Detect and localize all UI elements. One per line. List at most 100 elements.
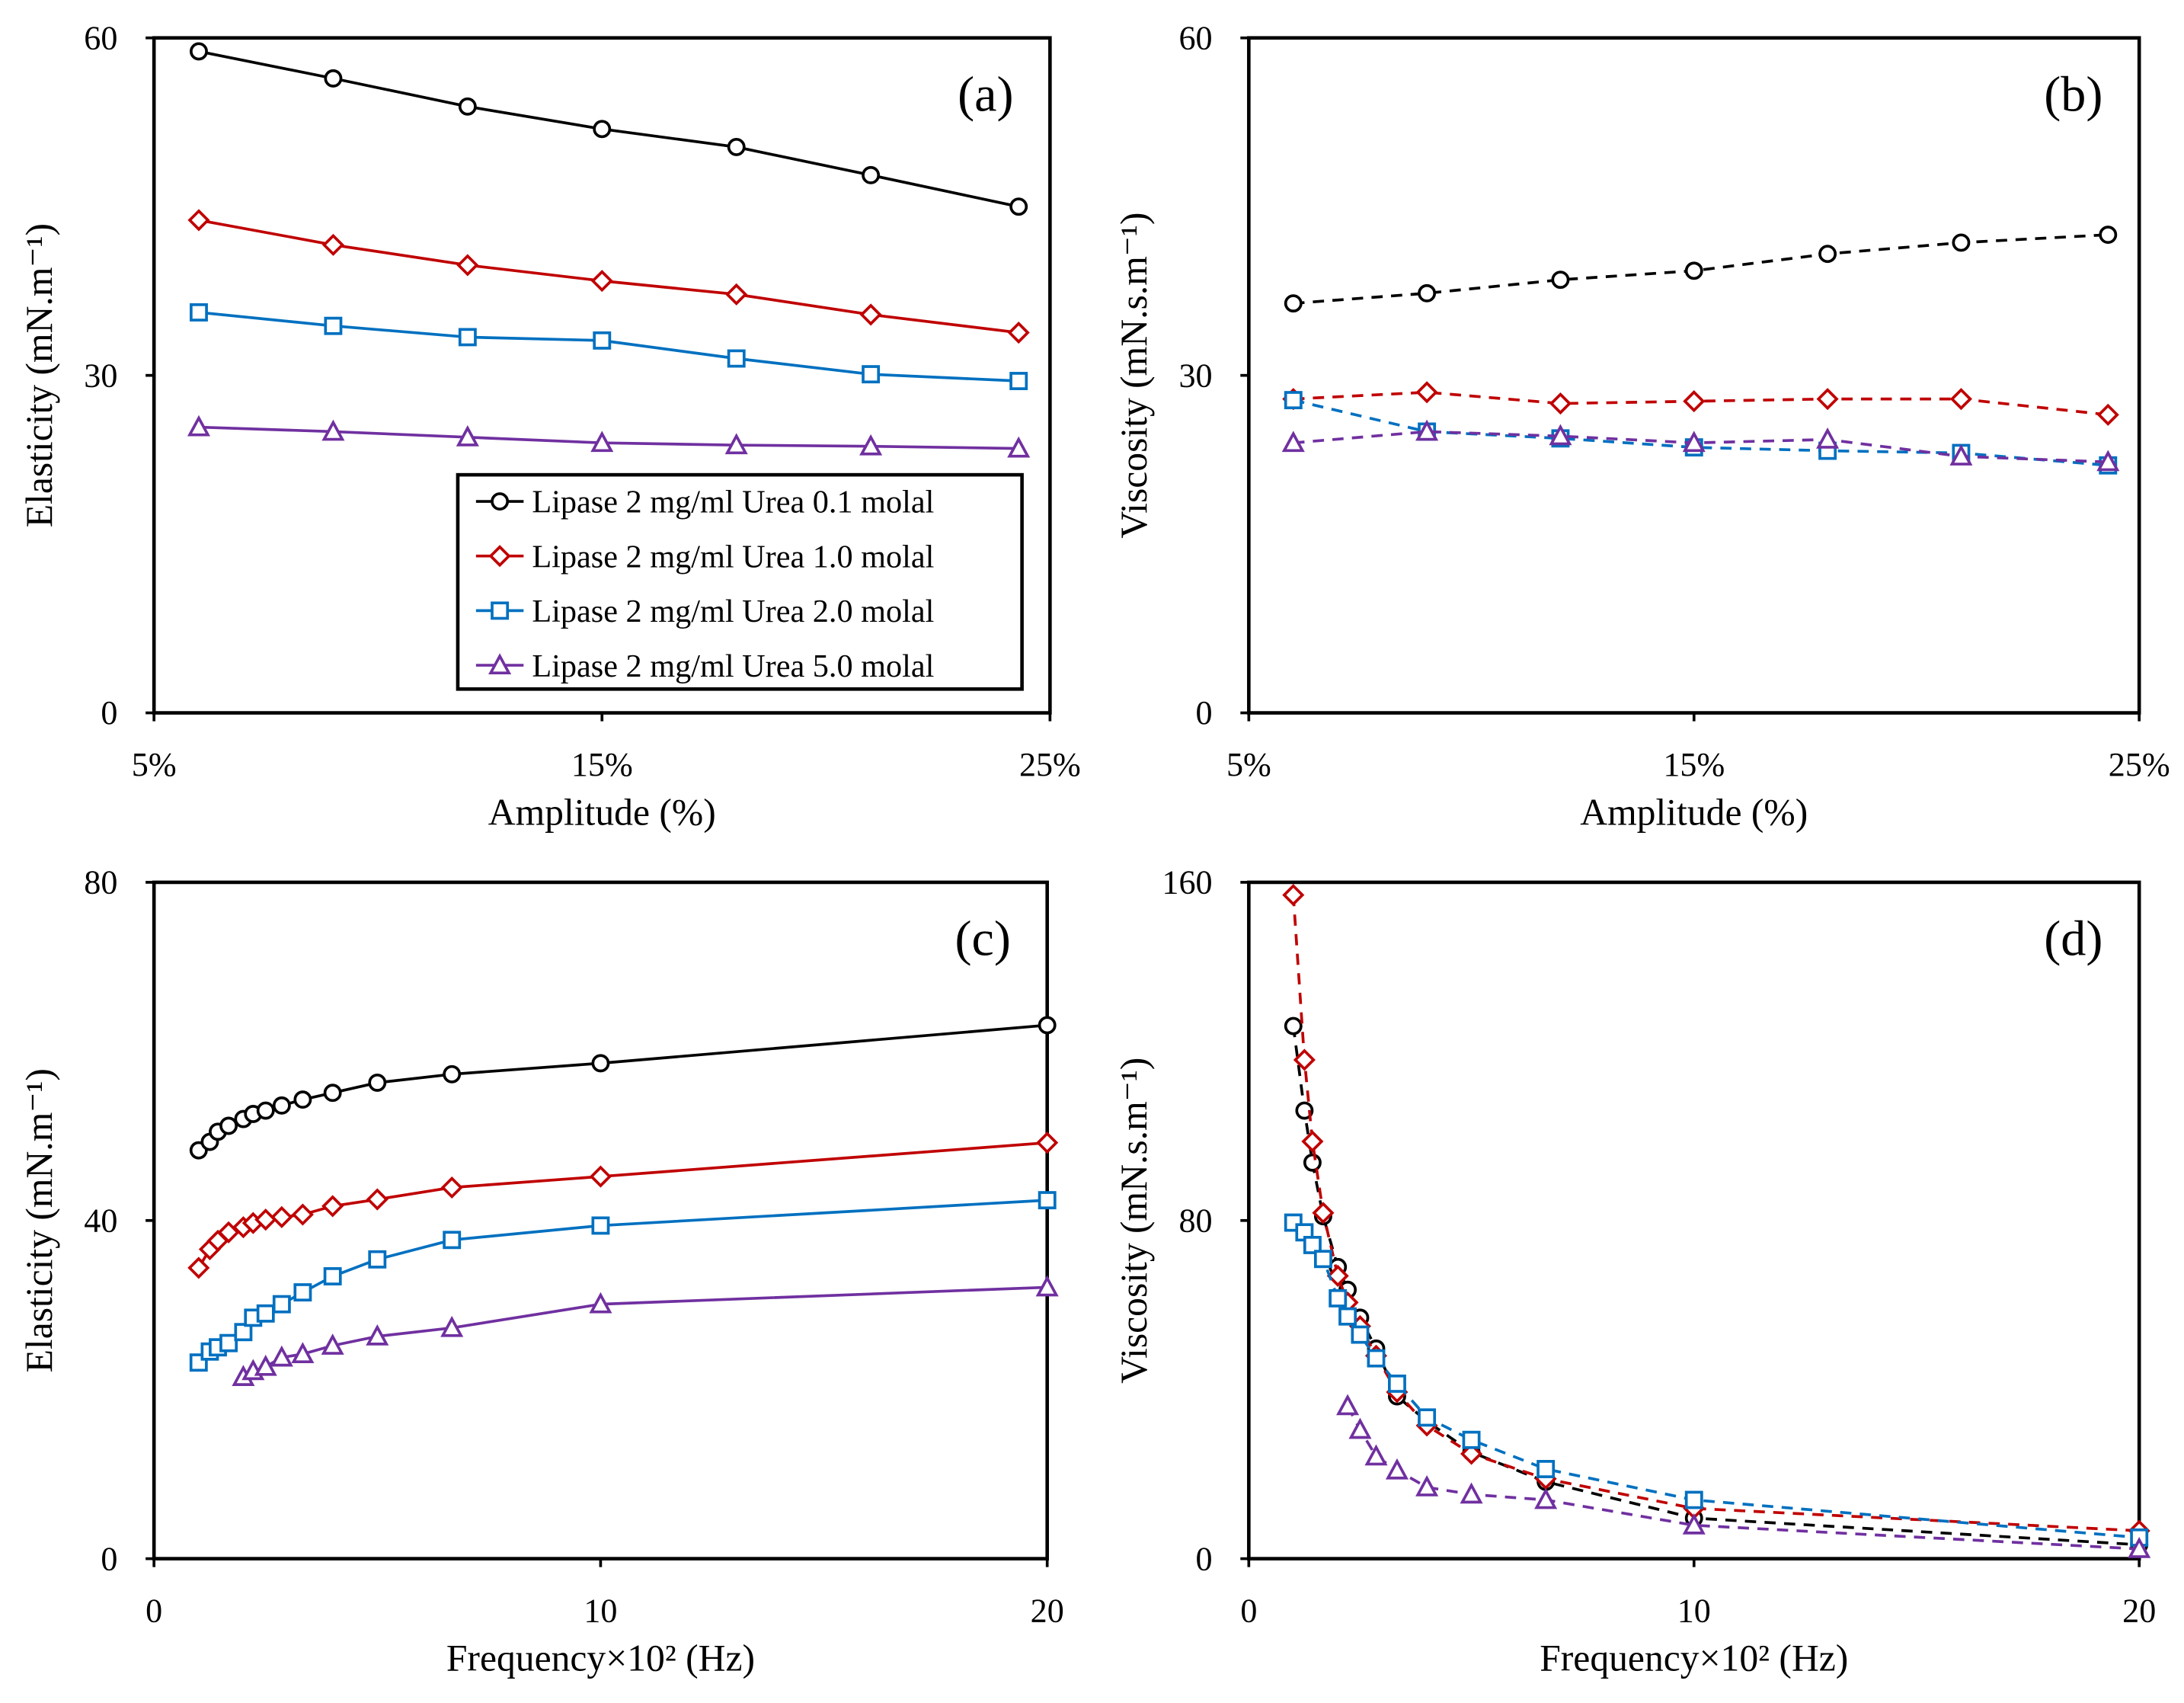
data-point-circle xyxy=(324,69,343,88)
series-line xyxy=(1291,895,2140,1532)
data-point-circle xyxy=(458,97,477,116)
series-line xyxy=(242,1285,1047,1378)
data-point-diamond xyxy=(1007,321,1030,344)
data-point-square xyxy=(1009,372,1028,390)
series-line xyxy=(198,219,1019,335)
data-point-square xyxy=(368,1250,387,1269)
legend-item: Lipase 2 mg/ml Urea 2.0 molal xyxy=(475,594,934,629)
chart-panel-a: 0 30 60 5% 15% 25% Amplitude (%) Elasticity (mN… xyxy=(18,19,1081,833)
series-diamond xyxy=(187,1132,1059,1279)
data-point-diamond xyxy=(440,1176,463,1199)
data-point-triangle xyxy=(270,1345,293,1367)
data-point-triangle xyxy=(2096,450,2120,472)
data-point-triangle xyxy=(724,433,748,455)
data-point-circle xyxy=(219,1116,238,1135)
data-point-diamond xyxy=(1301,1130,1324,1153)
data-point-square xyxy=(593,331,612,350)
data-point-circle xyxy=(591,1054,610,1073)
data-point-triangle xyxy=(366,1324,389,1346)
series-line xyxy=(1346,1405,2140,1551)
data-point-triangle xyxy=(1364,1444,1388,1466)
data-point-square xyxy=(272,1295,291,1314)
data-point-triangle xyxy=(1281,431,1305,453)
series-triangle xyxy=(232,1275,1059,1386)
plot-area xyxy=(1247,36,2141,715)
legend-square-icon xyxy=(491,601,510,620)
data-point-diamond xyxy=(321,1195,344,1218)
data-point-square xyxy=(1684,1490,1703,1509)
data-point-circle xyxy=(1418,283,1437,303)
data-point-diamond xyxy=(366,1188,389,1211)
data-point-triangle xyxy=(1534,1487,1558,1509)
data-point-square xyxy=(1418,1408,1437,1427)
x-tick-label: 25% xyxy=(1019,746,1081,783)
legend-diamond-icon xyxy=(488,545,511,568)
y-axis-title: Viscosity (mN.s.m⁻¹) xyxy=(1113,213,1155,539)
chart-panel-d: 0 80 160 0 10 20 Frequency×10² (Hz) Viscosity (… xyxy=(1113,864,2156,1679)
data-point-diamond xyxy=(321,233,344,256)
series-circle xyxy=(189,1016,1057,1160)
series-diamond xyxy=(187,209,1030,344)
x-tick-label: 15% xyxy=(571,746,633,783)
y-tick-label: 80 xyxy=(1178,1202,1212,1239)
data-point-square xyxy=(324,316,343,335)
chart-panel-c: 0 40 80 0 10 20 Frequency×10² (Hz) Elasticity (… xyxy=(18,864,1064,1679)
data-point-square xyxy=(219,1333,238,1352)
data-point-triangle xyxy=(1415,1475,1439,1497)
data-point-diamond xyxy=(291,1203,314,1226)
y-tick-label: 0 xyxy=(101,694,117,731)
data-point-diamond xyxy=(1312,1202,1335,1224)
data-point-triangle xyxy=(1460,1482,1483,1504)
data-point-diamond xyxy=(187,209,210,232)
data-point-diamond xyxy=(859,303,882,326)
series-square xyxy=(189,1191,1057,1372)
series-triangle xyxy=(1336,1394,2151,1558)
y-tick-label: 0 xyxy=(1196,694,1213,731)
series-line xyxy=(1292,1221,2140,1539)
data-point-triangle xyxy=(1035,1275,1059,1297)
series-circle xyxy=(1284,1016,2149,1554)
data-point-square xyxy=(1284,391,1303,410)
data-point-triangle xyxy=(1816,427,1840,449)
data-point-triangle xyxy=(254,1354,277,1376)
chart-panel-b: 0 30 60 5% 15% 25% Amplitude (%) Viscosity (mN.… xyxy=(1113,19,2170,833)
data-point-triangle xyxy=(1949,444,1973,466)
legend-item: Lipase 2 mg/ml Urea 5.0 molal xyxy=(475,648,934,684)
data-point-triangle xyxy=(1682,1513,1706,1535)
legend-item: Lipase 2 mg/ml Urea 1.0 molal xyxy=(475,539,934,575)
series-line xyxy=(1291,1026,2140,1547)
legend: Lipase 2 mg/ml Urea 0.1 molal Lipase 2 mg… xyxy=(456,472,1024,691)
data-point-triangle xyxy=(1007,436,1031,458)
x-tick-label: 15% xyxy=(1663,746,1725,783)
data-point-triangle xyxy=(1415,419,1439,441)
legend-box xyxy=(456,472,1024,691)
y-tick-label: 80 xyxy=(84,864,117,901)
data-point-triangle xyxy=(1348,1417,1372,1439)
x-tick-label: 5% xyxy=(132,746,177,783)
data-point-circle xyxy=(1284,294,1303,313)
panel-label: (a) xyxy=(958,66,1013,122)
x-tick-label: 10 xyxy=(584,1592,617,1629)
panel-label: (d) xyxy=(2044,911,2102,966)
legend-label: Lipase 2 mg/ml Urea 0.1 molal xyxy=(532,485,934,520)
data-point-triangle xyxy=(1549,424,1572,446)
data-point-diamond xyxy=(1460,1442,1483,1465)
data-point-circle xyxy=(190,42,208,61)
data-point-triangle xyxy=(187,415,211,437)
data-point-triangle xyxy=(1385,1458,1409,1480)
legend-triangle-icon xyxy=(488,653,512,675)
data-point-circle xyxy=(727,137,746,156)
data-point-triangle xyxy=(440,1315,464,1337)
series-triangle xyxy=(1281,419,2120,472)
data-point-triangle xyxy=(589,1292,612,1314)
data-point-circle xyxy=(1551,270,1570,290)
series-circle xyxy=(1284,226,2118,313)
x-tick-label: 20 xyxy=(2122,1592,2156,1629)
data-point-triangle xyxy=(321,1333,344,1355)
panel-label: (c) xyxy=(955,911,1010,966)
y-tick-label: 40 xyxy=(84,1202,117,1239)
legend-label: Lipase 2 mg/ml Urea 1.0 molal xyxy=(532,539,934,575)
data-point-circle xyxy=(1295,1101,1314,1120)
x-axis-title: Frequency×10² (Hz) xyxy=(1540,1637,1848,1679)
